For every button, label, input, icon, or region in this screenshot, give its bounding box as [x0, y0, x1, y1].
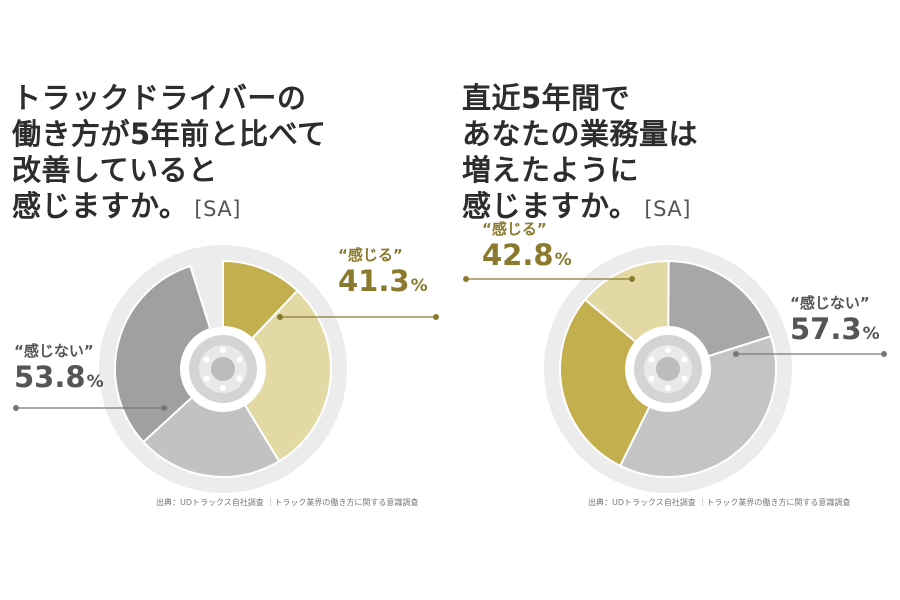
donut-chart-workload: [463, 245, 887, 493]
label-yes-value: 41.3%: [338, 264, 428, 298]
label-no: “感じない” 57.3%: [790, 292, 880, 350]
answer-type-tag: [SA]: [194, 197, 241, 221]
question-line-last: 感じますか。 [SA]: [462, 189, 691, 223]
hub-center: [656, 357, 680, 381]
leader-dot: [277, 314, 283, 320]
leader-dot: [881, 351, 887, 357]
leader-dot: [629, 276, 635, 282]
label-yes: “感じる” 42.8%: [482, 218, 572, 276]
question-title: トラックドライバーの 働き方が5年前と比べて 改善していると 感じますか。 [SA…: [12, 80, 327, 227]
hub-bolt: [220, 385, 226, 391]
chart-panel-workload: 直近5年間で あなたの業務量は 増えたように 感じますか。 [SA] “感じる” …: [450, 0, 900, 600]
leader-dot: [463, 276, 469, 282]
hub-bolt: [203, 375, 210, 382]
label-yes-name: “感じる”: [482, 220, 547, 238]
chart-panel-improvement: トラックドライバーの 働き方が5年前と比べて 改善していると 感じますか。 [SA…: [12, 80, 439, 507]
leader-dot: [433, 314, 439, 320]
question-line: あなたの業務量は: [462, 117, 699, 151]
hub-bolt: [236, 375, 243, 382]
source-note: 出典：UDトラックス自社調査 ｜トラック業界の働き方に関する意識調査: [588, 498, 851, 507]
source-note: 出典：UDトラックス自社調査 ｜トラック業界の働き方に関する意識調査: [156, 498, 419, 507]
label-yes-value: 42.8%: [482, 238, 572, 272]
label-no-name: “感じない”: [14, 342, 94, 360]
answer-type-tag: [SA]: [644, 197, 691, 221]
hub-bolt: [665, 347, 671, 353]
label-no-value: 53.8%: [14, 360, 104, 394]
question-title: 直近5年間で あなたの業務量は 増えたように 感じますか。 [SA]: [462, 80, 698, 227]
hub-center: [211, 357, 235, 381]
donut-chart-improvement: [13, 245, 439, 493]
leader-dot: [161, 405, 167, 411]
hub-bolt: [648, 375, 655, 382]
hub-bolt: [236, 356, 243, 363]
label-yes-name: “感じる”: [338, 246, 403, 264]
leader-dot: [13, 405, 19, 411]
label-no-name: “感じない”: [790, 294, 870, 312]
hub-bolt: [681, 356, 688, 363]
question-line: トラックドライバーの: [12, 81, 307, 115]
hub-bolt: [648, 356, 655, 363]
question-line: 直近5年間で: [462, 81, 631, 115]
label-no-value: 57.3%: [790, 312, 880, 346]
question-line: 改善していると: [12, 153, 218, 187]
label-no: “感じない” 53.8%: [14, 340, 104, 398]
hub-bolt: [681, 375, 688, 382]
leader-dot: [733, 351, 739, 357]
hub-bolt: [203, 356, 210, 363]
question-line: 増えたように: [462, 153, 640, 187]
label-yes: “感じる” 41.3%: [338, 244, 428, 302]
donut-group: [463, 245, 887, 493]
question-line-last: 感じますか。 [SA]: [12, 189, 241, 223]
donut-group: [13, 245, 439, 493]
hub-bolt: [665, 385, 671, 391]
pie-slice: [583, 260, 670, 344]
hub-bolt: [220, 347, 226, 353]
question-line: 働き方が5年前と比べて: [12, 117, 327, 151]
